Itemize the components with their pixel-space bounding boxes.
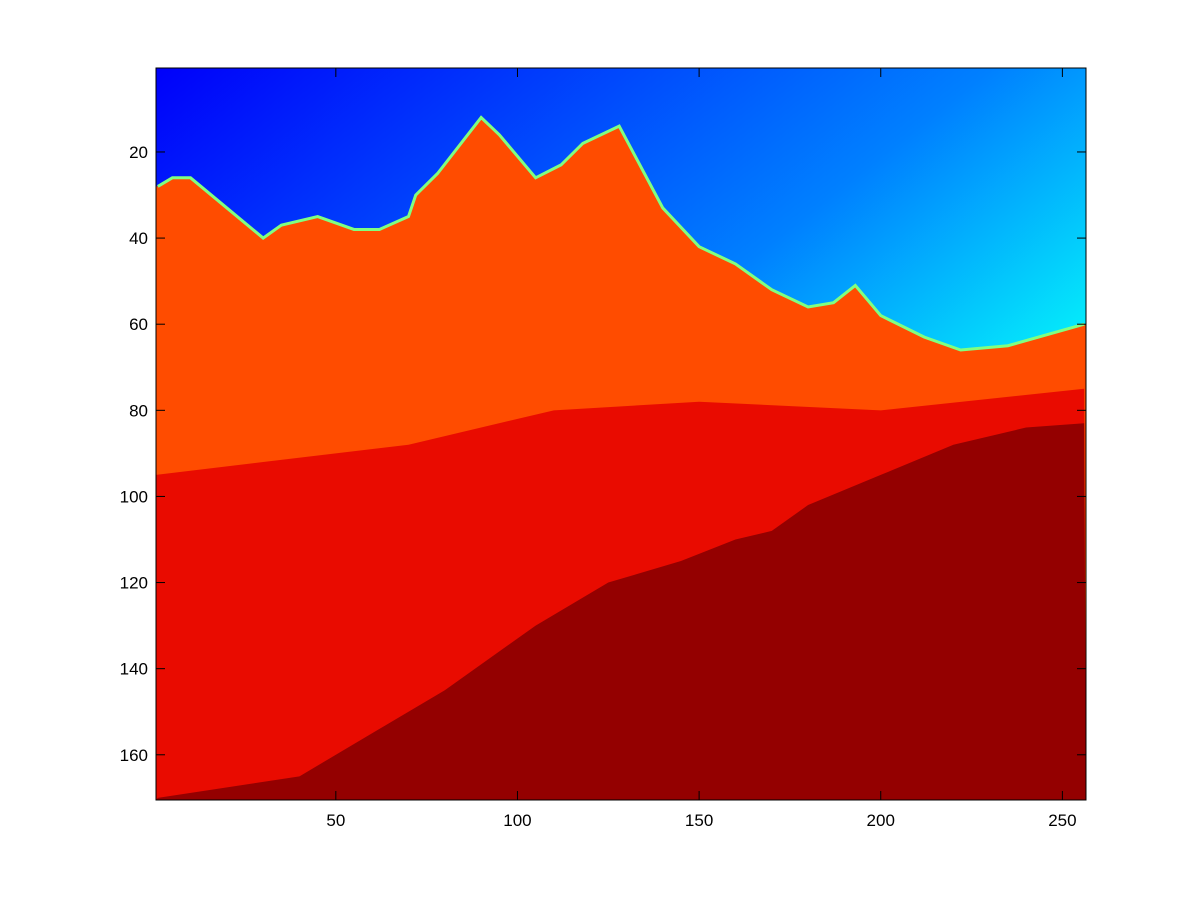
y-tick-label: 80 bbox=[129, 401, 148, 420]
heatmap-image bbox=[156, 68, 1086, 801]
y-tick-label: 40 bbox=[129, 229, 148, 248]
x-tick-label: 50 bbox=[326, 811, 345, 830]
y-tick-label: 140 bbox=[120, 660, 148, 679]
plot-area bbox=[156, 68, 1086, 801]
ridge-edge bbox=[157, 115, 1085, 352]
x-axis: 50 100 150 200 250 bbox=[326, 68, 1077, 830]
y-tick-label: 160 bbox=[120, 746, 148, 765]
y-tick-label: 120 bbox=[120, 574, 148, 593]
x-tick-label: 100 bbox=[503, 811, 531, 830]
y-axis: 20 40 60 80 100 120 140 160 bbox=[120, 143, 1086, 765]
valley-region bbox=[156, 423, 1086, 800]
x-tick-label: 250 bbox=[1048, 811, 1076, 830]
y-tick-label: 20 bbox=[129, 143, 148, 162]
y-tick-label: 60 bbox=[129, 315, 148, 334]
x-tick-label: 200 bbox=[867, 811, 895, 830]
axes-frame bbox=[155, 67, 1087, 801]
x-tick-label: 150 bbox=[685, 811, 713, 830]
y-tick-label: 100 bbox=[120, 487, 148, 506]
